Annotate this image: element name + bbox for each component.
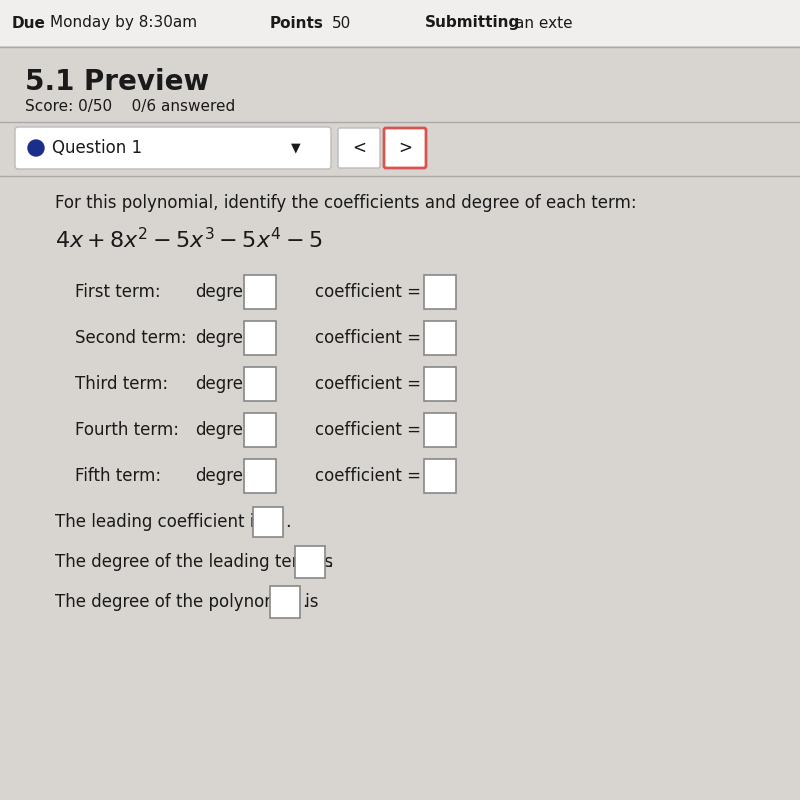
FancyBboxPatch shape (244, 459, 276, 493)
FancyBboxPatch shape (244, 321, 276, 355)
Text: Fourth term:: Fourth term: (75, 421, 179, 439)
Text: degree=: degree= (195, 467, 267, 485)
Text: an exte: an exte (515, 15, 573, 30)
Text: $4x + 8x^2 - 5x^3 - 5x^4 - 5$: $4x + 8x^2 - 5x^3 - 5x^4 - 5$ (55, 227, 322, 253)
Text: degree=: degree= (195, 375, 267, 393)
FancyBboxPatch shape (338, 128, 380, 168)
Text: degree=: degree= (195, 329, 267, 347)
Text: coefficient =: coefficient = (315, 329, 421, 347)
Text: coefficient =: coefficient = (315, 375, 421, 393)
Text: For this polynomial, identify the coefficients and degree of each term:: For this polynomial, identify the coeffi… (55, 194, 637, 212)
Text: .: . (302, 593, 308, 611)
Text: Fifth term:: Fifth term: (75, 467, 161, 485)
Text: Monday by 8:30am: Monday by 8:30am (50, 15, 197, 30)
Text: coefficient =: coefficient = (315, 283, 421, 301)
Text: Due: Due (12, 15, 46, 30)
Text: ▼: ▼ (291, 142, 301, 154)
FancyBboxPatch shape (270, 586, 300, 618)
FancyBboxPatch shape (424, 367, 456, 401)
FancyBboxPatch shape (424, 413, 456, 447)
FancyBboxPatch shape (253, 507, 283, 537)
Text: <: < (352, 139, 366, 157)
Text: The leading coefficient is: The leading coefficient is (55, 513, 263, 531)
FancyBboxPatch shape (295, 546, 325, 578)
Text: .: . (327, 553, 333, 571)
FancyBboxPatch shape (244, 367, 276, 401)
FancyBboxPatch shape (15, 127, 331, 169)
Text: The degree of the polynomial is: The degree of the polynomial is (55, 593, 318, 611)
Text: degree=: degree= (195, 283, 267, 301)
Circle shape (28, 140, 44, 156)
FancyBboxPatch shape (424, 459, 456, 493)
Text: Points: Points (270, 15, 324, 30)
Text: .: . (285, 513, 290, 531)
FancyBboxPatch shape (424, 275, 456, 309)
FancyBboxPatch shape (424, 321, 456, 355)
Text: Score: 0/50    0/6 answered: Score: 0/50 0/6 answered (25, 99, 235, 114)
Text: coefficient =: coefficient = (315, 421, 421, 439)
Text: Second term:: Second term: (75, 329, 186, 347)
Text: Third term:: Third term: (75, 375, 168, 393)
Text: 5.1 Preview: 5.1 Preview (25, 68, 209, 96)
Text: degree=: degree= (195, 421, 267, 439)
FancyBboxPatch shape (384, 128, 426, 168)
Text: coefficient =: coefficient = (315, 467, 421, 485)
Bar (0, 0, 800, 46)
Text: >: > (398, 139, 412, 157)
Text: The degree of the leading term is: The degree of the leading term is (55, 553, 333, 571)
Text: First term:: First term: (75, 283, 161, 301)
FancyBboxPatch shape (244, 413, 276, 447)
FancyBboxPatch shape (244, 275, 276, 309)
Text: 50: 50 (332, 15, 351, 30)
Text: Question 1: Question 1 (52, 139, 142, 157)
Text: Submitting: Submitting (425, 15, 520, 30)
